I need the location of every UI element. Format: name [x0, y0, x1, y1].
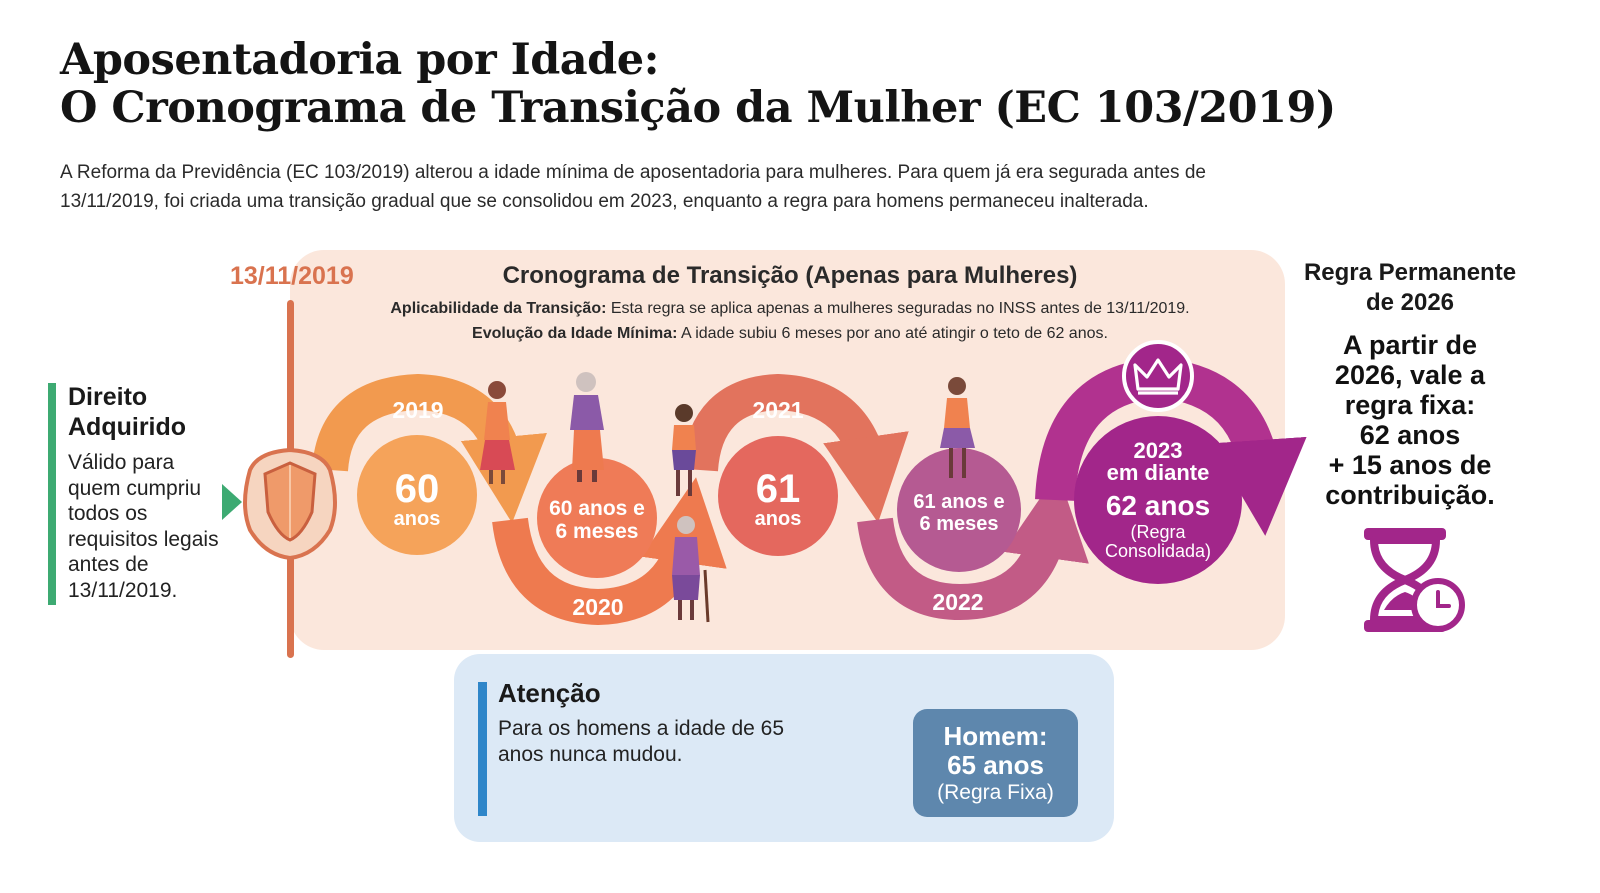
- step-2023-line2: (Regra: [1130, 522, 1186, 542]
- woman-figure-1: [480, 381, 515, 484]
- acquired-right-title-line1: Direito: [68, 383, 148, 411]
- page-title-line1: Aposentadoria por Idade:: [60, 35, 659, 85]
- permanent-rule-heading: Regra Permanente de 2026: [1290, 258, 1530, 318]
- intro-paragraph: A Reforma da Previdência (EC 103/2019) a…: [60, 162, 1206, 212]
- evolution-text: A idade subiu 6 meses por ano até atingi…: [680, 325, 1108, 342]
- step-2020-line2: 6 meses: [556, 520, 639, 543]
- step-2023-line1: 62 anos: [1106, 490, 1210, 521]
- step-2019-line2: anos: [394, 508, 441, 530]
- applicability-label: Aplicabilidade da Transição:: [390, 300, 607, 317]
- evolution-line: Evolução da Idade Mínima: A idade subiu …: [290, 325, 1290, 343]
- permanent-rule-line5: + 15 anos de: [1328, 450, 1492, 480]
- man-rule-line1: Homem:: [943, 721, 1048, 751]
- step-circle-2022: [897, 448, 1021, 572]
- step-circle-2021: [718, 436, 838, 556]
- page-title-line2: O Cronograma de Transição da Mulher (EC …: [60, 83, 1336, 133]
- attention-bar: [478, 682, 487, 816]
- step-2022-line1: 61 anos e: [913, 491, 1004, 513]
- step-2019-line1: 60: [395, 467, 440, 511]
- permanent-rule-line4: 62 anos: [1359, 420, 1461, 450]
- shield-emblem-icon: [243, 447, 337, 561]
- acquired-right-bar: [48, 383, 56, 605]
- man-rule-line3: (Regra Fixa): [937, 781, 1054, 804]
- page-title: Aposentadoria por Idade: O Cronograma de…: [60, 36, 1360, 132]
- arc-2021: [682, 373, 909, 523]
- acquired-right-title: Direito Adquirido: [68, 382, 186, 442]
- permanent-rule-line3: regra fixa:: [1344, 390, 1476, 420]
- acquired-right-title-line2: Adquirido: [68, 413, 187, 441]
- woman-figure-4: [672, 516, 710, 623]
- year-2019: 2019: [392, 397, 443, 423]
- hourglass-clock-icon: [1364, 528, 1465, 632]
- step-circle-2019: [357, 435, 477, 555]
- evolution-label: Evolução da Idade Mínima:: [472, 325, 678, 342]
- year-2021: 2021: [752, 397, 803, 423]
- permanent-rule-line1: A partir de: [1342, 330, 1478, 360]
- step-2022-line2: 6 meses: [920, 513, 999, 535]
- step-2020-line1: 60 anos e: [549, 497, 645, 520]
- woman-figure-2: [570, 372, 604, 482]
- step-2023-year-line1: 2023: [1134, 438, 1183, 463]
- attention-title: Atenção: [498, 678, 601, 708]
- attention-text: Para os homens a idade de 65 anos nunca …: [498, 717, 785, 766]
- permanent-rule-line2: 2026, vale a: [1334, 360, 1486, 390]
- man-rule-badge: Homem: 65 anos (Regra Fixa): [913, 709, 1078, 817]
- permanent-rule-line6: contribuição.: [1325, 480, 1495, 510]
- step-2023-line3: Consolidada): [1105, 541, 1211, 561]
- step-2021-line1: 61: [756, 467, 801, 511]
- permanent-rule-text: A partir de 2026, vale a regra fixa: 62 …: [1300, 330, 1520, 510]
- woman-figure-3: [672, 404, 696, 496]
- applicability-line: Aplicabilidade da Transição: Esta regra …: [290, 300, 1290, 318]
- man-rule-line2: 65 anos: [947, 750, 1044, 780]
- transition-title: Cronograma de Transição (Apenas para Mul…: [502, 262, 1078, 289]
- permanent-rule-heading-line1: Regra Permanente: [1303, 259, 1517, 286]
- woman-figure-5: [940, 377, 975, 478]
- year-2020: 2020: [572, 594, 623, 620]
- step-2021-line2: anos: [755, 508, 802, 530]
- permanent-rule-heading-line2: de 2026: [1365, 289, 1455, 316]
- cutoff-date-label: 13/11/2019: [230, 262, 354, 290]
- step-2023-year-line2: em diante: [1107, 460, 1210, 485]
- step-circle-2020: [537, 458, 657, 578]
- applicability-text: Esta regra se aplica apenas a mulheres s…: [610, 300, 1190, 317]
- acquired-right-arrow-icon: [222, 484, 242, 520]
- step-circle-2023: [1074, 416, 1242, 584]
- year-2022: 2022: [932, 589, 983, 615]
- acquired-right-text: Válido para quem cumpriu todos os requis…: [68, 451, 219, 602]
- arc-2022: [857, 472, 1089, 621]
- crown-icon: [1122, 340, 1194, 412]
